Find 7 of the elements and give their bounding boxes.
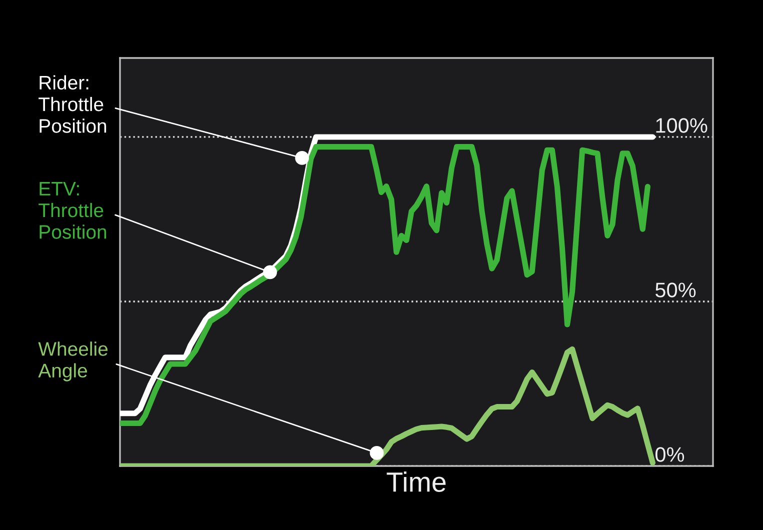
y-tick-label: 50%	[656, 282, 696, 298]
text: Rider: Throttle Position	[38, 75, 106, 133]
y-tick-label: 0%	[655, 447, 684, 462]
text: ETV: Throttle Position	[38, 182, 106, 239]
text: Wheelie Angle	[38, 342, 108, 382]
x-axis-title: Time	[386, 472, 446, 492]
y-tick-label: 100%	[656, 118, 708, 133]
